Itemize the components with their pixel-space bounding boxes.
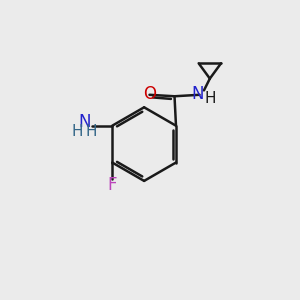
Text: N: N (192, 85, 204, 103)
Text: F: F (107, 176, 117, 194)
Text: O: O (143, 85, 156, 103)
Text: N: N (78, 113, 91, 131)
Text: H: H (72, 124, 83, 139)
Text: H: H (204, 91, 216, 106)
Text: H: H (85, 124, 97, 139)
